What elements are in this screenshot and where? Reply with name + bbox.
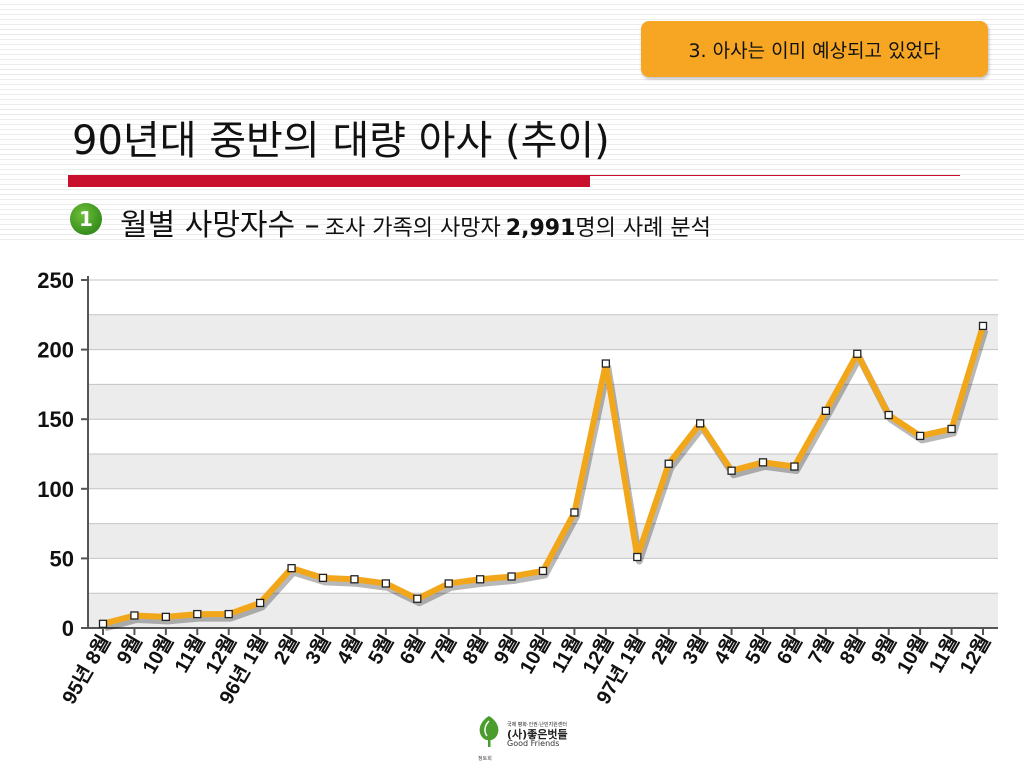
title-underline-thick bbox=[68, 175, 590, 187]
page-title: 90년대 중반의 대량 아사 (추이) bbox=[72, 118, 610, 164]
section-badge: 3. 아사는 이미 예상되고 있었다 bbox=[641, 21, 988, 77]
data-point bbox=[664, 459, 673, 468]
data-point bbox=[727, 466, 736, 475]
data-point bbox=[475, 575, 485, 584]
data-point bbox=[444, 579, 453, 588]
y-tick-label: 0 bbox=[62, 616, 74, 641]
data-point bbox=[601, 359, 611, 368]
data-point bbox=[98, 619, 108, 628]
data-point bbox=[224, 609, 233, 619]
data-point bbox=[695, 419, 705, 428]
chart-subtitle: 월별 사망자수 – 조사 가족의 사망자 2,991명의 사례 분석 bbox=[120, 200, 711, 244]
good-friends-logo: 국제 평화·인권·난민지원센터 (사)좋은벗들 Good Friends 정토회 bbox=[471, 708, 583, 764]
data-point bbox=[318, 573, 328, 583]
chart-container: 0 50 100 150 200 250 95년 8월 9월 10월 11월 12월 96년 1월 2… bbox=[0, 240, 1024, 768]
y-tick-label: 200 bbox=[37, 338, 74, 363]
logo-org-small: 국제 평화·인권·난민지원센터 bbox=[507, 722, 567, 729]
chart-band bbox=[88, 314, 998, 350]
logo-tag: 정토회 bbox=[478, 756, 492, 762]
subtitle-desc: 조사 가족의 사망자 bbox=[324, 216, 501, 241]
data-point bbox=[758, 458, 768, 467]
subtitle-tail: 명의 사례 분석 bbox=[575, 216, 711, 241]
chart-band bbox=[88, 384, 998, 420]
data-point bbox=[350, 575, 359, 584]
chart-band bbox=[88, 523, 998, 559]
data-point bbox=[790, 462, 799, 471]
data-point bbox=[287, 563, 296, 573]
y-tick-label: 100 bbox=[37, 477, 74, 502]
subtitle-count: 2,991 bbox=[505, 216, 576, 241]
subtitle-main: 월별 사망자수 – bbox=[120, 208, 320, 243]
data-point bbox=[193, 609, 202, 619]
data-point bbox=[978, 321, 988, 331]
logo-org-name: (사)좋은벗들 bbox=[507, 727, 568, 741]
data-point bbox=[507, 572, 516, 581]
y-tick-label: 150 bbox=[37, 407, 74, 432]
logo-org-english: Good Friends bbox=[507, 739, 560, 749]
data-point bbox=[413, 594, 422, 603]
data-point bbox=[853, 349, 862, 358]
section-number-badge: 1 bbox=[70, 203, 102, 235]
data-point bbox=[570, 508, 579, 517]
tree-logo-icon bbox=[479, 716, 499, 747]
data-point bbox=[161, 612, 171, 622]
chart-band bbox=[88, 454, 998, 489]
y-tick-label: 250 bbox=[37, 268, 74, 293]
data-point bbox=[884, 410, 893, 420]
data-point bbox=[255, 598, 265, 608]
data-point bbox=[915, 431, 925, 441]
data-point bbox=[947, 424, 956, 434]
data-point bbox=[633, 552, 642, 562]
data-point bbox=[821, 406, 831, 415]
chart-band bbox=[88, 593, 998, 628]
data-point bbox=[538, 566, 548, 576]
data-point bbox=[381, 579, 391, 588]
data-point bbox=[130, 611, 139, 620]
y-tick-label: 50 bbox=[50, 546, 74, 571]
